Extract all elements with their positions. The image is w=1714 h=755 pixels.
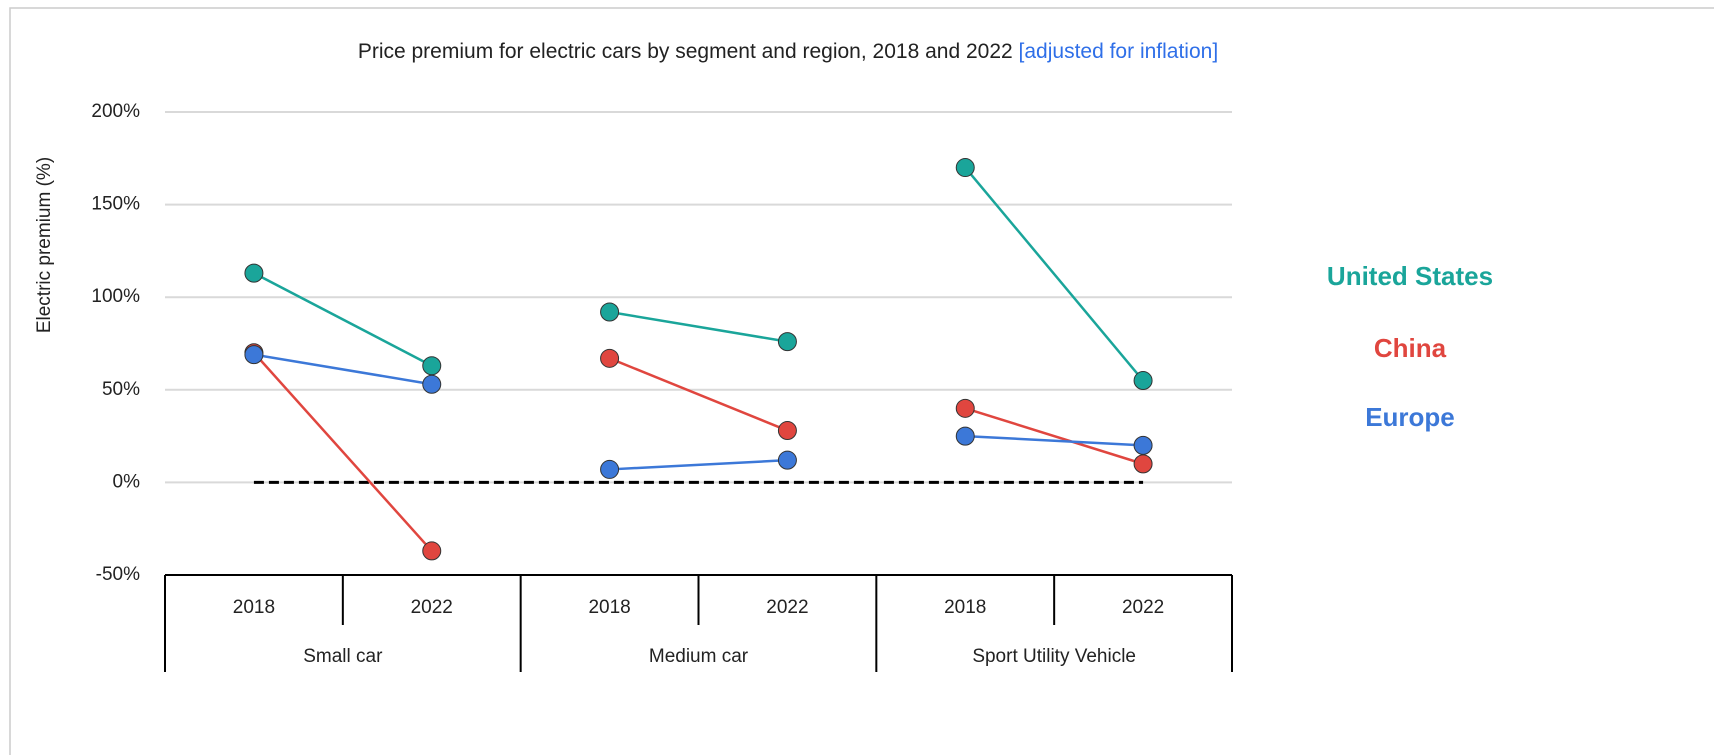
group-label: Sport Utility Vehicle [972,646,1136,667]
data-point [422,541,442,561]
frame [9,7,1714,755]
y-tick-label: 0% [113,471,141,492]
data-point [777,421,797,441]
series-line [965,434,1144,447]
data-point [1133,371,1153,391]
series-line [609,310,788,343]
data-point [600,459,620,479]
data-point [244,263,264,283]
data-point [955,398,975,418]
y-tick-label: 150% [91,194,140,215]
chart-title: Price premium for electric cars by segme… [358,40,1218,63]
y-tick-label: 100% [91,286,140,307]
x-tick-label: 2018 [944,597,986,618]
y-tick-label: -50% [96,564,140,585]
data-point [1133,454,1153,474]
data-point [955,158,975,178]
title-main: Price premium for electric cars by segme… [358,40,1013,63]
legend-label: China [1374,333,1447,363]
group-label: Medium car [649,646,749,667]
data-point [1133,435,1153,455]
series-line [252,351,433,552]
data-point [422,374,442,394]
legend-label: Europe [1365,402,1455,432]
data-point [244,345,264,365]
series-line [253,353,432,386]
data-point [422,356,442,376]
series-line [964,166,1145,382]
x-tick-label: 2022 [411,597,453,618]
x-tick-label: 2018 [233,597,275,618]
x-tick-label: 2022 [1122,597,1164,618]
x-tick-label: 2022 [766,597,808,618]
title-note: [adjusted for inflation] [1019,40,1219,63]
data-point [600,302,620,322]
series-line [609,357,788,432]
data-point [955,426,975,446]
y-axis-label: Electric premium (%) [34,157,55,333]
series-line [609,458,788,471]
series-line [253,272,433,367]
series-line [964,407,1144,466]
x-tick-label: 2018 [588,597,630,618]
data-point [777,450,797,470]
legend-label: United States [1327,261,1493,291]
y-tick-label: 50% [102,379,140,400]
data-point [777,332,797,352]
group-label: Small car [303,646,383,667]
data-point [600,348,620,368]
y-tick-label: 200% [91,101,140,122]
